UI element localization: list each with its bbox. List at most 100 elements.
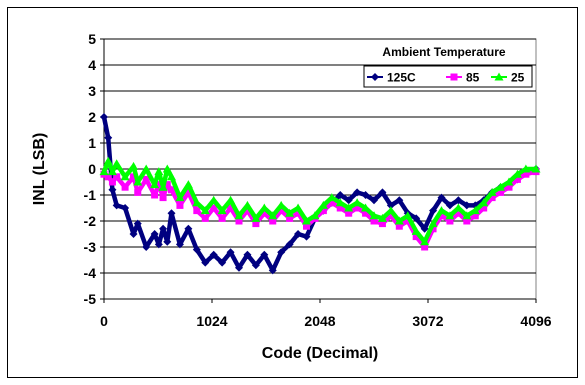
point-125C-25 — [277, 248, 286, 257]
point-25-49 — [479, 198, 489, 207]
point-125C-2 — [108, 185, 117, 194]
legend-label-125C: 125C — [387, 71, 416, 85]
point-85-7 — [142, 175, 150, 183]
point-25-32 — [335, 198, 345, 207]
point-85-50 — [488, 194, 496, 202]
point-125C-46 — [454, 196, 463, 205]
point-25-4 — [120, 172, 130, 181]
legend-swatch-marker-25 — [494, 72, 504, 81]
y-tick-label-1: 4 — [88, 57, 96, 73]
point-85-39 — [395, 222, 403, 230]
point-125C-5 — [129, 230, 138, 238]
point-25-20 — [234, 211, 244, 220]
point-85-38 — [387, 212, 395, 220]
point-125C-12 — [167, 209, 176, 218]
point-25-53 — [512, 169, 522, 178]
point-25-37 — [377, 213, 387, 222]
point-25-9 — [154, 167, 164, 176]
point-125C-16 — [201, 258, 210, 267]
point-125C-34 — [353, 188, 362, 197]
point-85-35 — [362, 209, 370, 217]
point-25-29 — [310, 211, 320, 220]
point-85-54 — [522, 170, 530, 178]
point-25-15 — [192, 198, 202, 207]
point-85-34 — [353, 204, 361, 212]
x-tick-label-2: 2048 — [304, 313, 335, 329]
point-85-21 — [243, 207, 251, 215]
point-85-4 — [121, 183, 129, 191]
legend-label-25: 25 — [511, 71, 525, 85]
point-125C-6 — [133, 219, 142, 228]
point-25-34 — [352, 198, 362, 207]
point-25-14 — [183, 180, 193, 189]
point-125C-42 — [420, 224, 429, 233]
point-25-19 — [226, 195, 236, 204]
point-125C-45 — [445, 201, 454, 210]
point-125C-15 — [192, 245, 201, 254]
point-125C-47 — [462, 201, 471, 210]
point-25-22 — [251, 213, 261, 222]
point-85-25 — [277, 207, 285, 215]
point-125C-33 — [344, 196, 353, 205]
point-85-16 — [201, 214, 209, 222]
point-125C-35 — [361, 191, 370, 199]
point-25-39 — [394, 216, 404, 225]
point-125C-36 — [370, 196, 378, 205]
y-tick-label-9: -4 — [84, 265, 97, 281]
point-125C-20 — [235, 263, 243, 272]
point-85-24 — [269, 217, 277, 225]
point-125C-39 — [395, 196, 404, 205]
legend-swatch-marker-125C — [371, 73, 379, 81]
point-85-6 — [134, 188, 142, 196]
point-125C-37 — [378, 188, 387, 197]
point-85-17 — [210, 204, 218, 212]
point-25-0 — [99, 167, 109, 176]
point-85-22 — [252, 220, 260, 228]
point-85-48 — [471, 212, 479, 220]
legend-label-85: 85 — [466, 71, 480, 85]
point-25-28 — [302, 216, 311, 225]
point-25-33 — [344, 203, 354, 212]
point-85-26 — [286, 214, 294, 222]
point-85-33 — [345, 209, 353, 217]
point-25-45 — [445, 211, 455, 220]
point-85-49 — [480, 204, 488, 212]
point-125C-9 — [154, 240, 163, 249]
series-group — [99, 113, 541, 275]
legend-title: Ambient Temperature — [382, 45, 505, 59]
point-85-14 — [184, 188, 192, 196]
y-tick-label-7: -2 — [84, 213, 97, 229]
point-85-8 — [151, 191, 159, 199]
y-tick-label-3: 2 — [88, 109, 96, 125]
point-125C-4 — [121, 204, 130, 212]
y-tick-label-8: -3 — [84, 239, 97, 255]
point-25-54 — [521, 164, 531, 173]
point-125C-38 — [386, 201, 395, 210]
point-85-9 — [155, 181, 163, 189]
point-25-52 — [504, 177, 514, 186]
x-tick-label-3: 3072 — [412, 313, 443, 329]
point-25-18 — [217, 206, 227, 215]
point-85-30 — [319, 207, 327, 215]
point-85-37 — [378, 220, 386, 228]
point-85-23 — [260, 209, 268, 217]
point-125C-26 — [285, 240, 294, 249]
point-85-1 — [104, 173, 112, 181]
point-85-13 — [176, 201, 184, 209]
point-125C-22 — [251, 261, 260, 270]
point-85-41 — [412, 233, 420, 241]
point-85-42 — [421, 243, 429, 251]
point-25-27 — [293, 203, 303, 212]
point-25-17 — [209, 195, 219, 204]
x-tick-label-1: 1024 — [196, 313, 227, 329]
point-25-40 — [403, 211, 413, 220]
point-25-43 — [428, 219, 438, 228]
point-125C-8 — [150, 230, 159, 238]
point-125C-7 — [142, 243, 151, 251]
point-25-55 — [531, 164, 541, 173]
point-25-41 — [411, 226, 421, 235]
point-25-5 — [129, 161, 139, 170]
point-85-47 — [463, 217, 471, 225]
x-axis-label: Code (Decimal) — [262, 345, 378, 362]
